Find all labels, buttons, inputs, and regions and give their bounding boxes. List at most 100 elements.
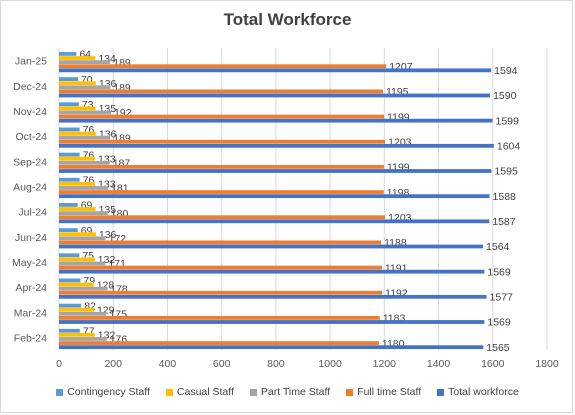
bar-contingency-staff [59, 303, 82, 308]
data-label: 1599 [496, 115, 520, 127]
bar-full-time-staff [59, 290, 383, 295]
data-label: 1577 [490, 292, 514, 304]
bar-full-time-staff [59, 139, 386, 144]
legend-swatch [437, 388, 445, 396]
data-label: 70 [81, 74, 93, 86]
bar-full-time-staff [59, 64, 387, 69]
bar-total-workforce [59, 269, 485, 274]
x-tick-label: 200 [104, 358, 122, 370]
bar-casual-staff [59, 232, 96, 237]
y-tick-label: Nov-24 [13, 106, 47, 118]
bar-full-time-staff [59, 114, 385, 119]
bar-part-time-staff [59, 186, 109, 190]
bar-casual-staff [59, 131, 96, 136]
data-label: 76 [83, 149, 95, 161]
bar-part-time-staff [59, 85, 111, 90]
bar-casual-staff [59, 307, 94, 312]
data-label: 1594 [494, 65, 518, 77]
data-label: 79 [83, 275, 95, 287]
x-tick-label: 1400 [427, 358, 451, 370]
y-tick-label: Jan-25 [15, 56, 47, 68]
bar-casual-staff [59, 156, 96, 161]
data-label: 1604 [497, 141, 521, 153]
x-tick-label: 1200 [373, 358, 397, 370]
bar-part-time-staff [59, 311, 107, 316]
bar-contingency-staff [59, 278, 81, 283]
x-tick-label: 1600 [481, 358, 505, 370]
data-label: 76 [83, 124, 95, 136]
legend-label: Full time Staff [357, 386, 422, 398]
bar-contingency-staff [59, 177, 80, 182]
bar-part-time-staff [59, 211, 108, 216]
bar-full-time-staff [59, 89, 383, 94]
y-tick-label: Aug-24 [13, 181, 47, 193]
y-tick-label: Feb-24 [14, 332, 47, 344]
chart-title: Total Workforce [223, 10, 352, 29]
bar-total-workforce [59, 219, 490, 224]
legend-item: Part Time Staff [249, 386, 331, 398]
y-tick-label: Oct-24 [15, 131, 47, 143]
data-label: 64 [79, 49, 91, 61]
bar-casual-staff [59, 282, 94, 287]
y-tick-label: Jul-24 [18, 207, 47, 219]
bar-part-time-staff [59, 135, 111, 140]
bar-contingency-staff [59, 152, 80, 157]
legend-swatch [56, 388, 64, 396]
bar-total-workforce [59, 68, 492, 73]
bar-contingency-staff [59, 52, 77, 56]
bar-full-time-staff [59, 215, 386, 220]
x-tick-label: 600 [213, 358, 231, 370]
bar-full-time-staff [59, 190, 384, 194]
legend-label: Part Time Staff [260, 386, 331, 398]
data-label: 69 [81, 200, 93, 212]
bar-part-time-staff [59, 261, 106, 266]
data-label: 1587 [492, 216, 516, 228]
data-label: 1595 [494, 166, 518, 178]
bar-casual-staff [59, 207, 96, 211]
data-label: 73 [82, 99, 94, 111]
bar-casual-staff [59, 81, 96, 86]
legend-label: Casual Staff [176, 386, 234, 398]
bar-full-time-staff [59, 240, 382, 245]
bar-total-workforce [59, 320, 485, 324]
x-tick-label: 800 [267, 358, 285, 370]
bar-total-workforce [59, 294, 487, 299]
legend-swatch [249, 388, 257, 396]
bar-contingency-staff [59, 328, 80, 333]
x-tick-label: 1000 [318, 358, 342, 370]
bar-part-time-staff [59, 236, 106, 241]
bar-part-time-staff [59, 337, 107, 341]
x-tick-label: 1800 [535, 358, 559, 370]
legend-item: Total workforce [437, 386, 519, 398]
data-label: 69 [81, 225, 93, 237]
legend-item: Contingency Staff [56, 386, 150, 398]
bar-full-time-staff [59, 265, 382, 270]
bar-contingency-staff [59, 228, 78, 232]
bar-total-workforce [59, 345, 484, 350]
legend-item: Casual Staff [165, 386, 234, 398]
bar-total-workforce [59, 118, 493, 123]
bar-full-time-staff [59, 164, 385, 169]
bar-casual-staff [59, 181, 96, 186]
y-tick-label: Apr-24 [15, 282, 47, 294]
bar-contingency-staff [59, 77, 78, 81]
legend-swatch [165, 388, 173, 396]
y-tick-label: Sep-24 [13, 156, 47, 168]
x-tick-label: 0 [56, 358, 62, 370]
bar-chart: 0 200 400 600 800 1000 1200 1400 1600 1800 Feb-24 7… [12, 48, 559, 370]
y-tick-label: May-24 [12, 257, 47, 269]
legend-label: Contingency Staff [67, 386, 150, 398]
data-label: 1569 [487, 317, 511, 329]
bar-part-time-staff [59, 286, 108, 291]
y-tick-label: Dec-24 [13, 81, 47, 93]
legend-item: Full time Staff [346, 386, 421, 398]
data-label: 1590 [493, 90, 517, 102]
bar-part-time-staff [59, 60, 111, 65]
bar-part-time-staff [59, 160, 110, 165]
data-label: 76 [83, 175, 95, 187]
bar-contingency-staff [59, 203, 78, 207]
y-tick-label: Jun-24 [15, 232, 47, 244]
data-label: 1569 [487, 266, 511, 278]
data-label: 77 [83, 326, 95, 338]
bar-part-time-staff [59, 110, 112, 115]
